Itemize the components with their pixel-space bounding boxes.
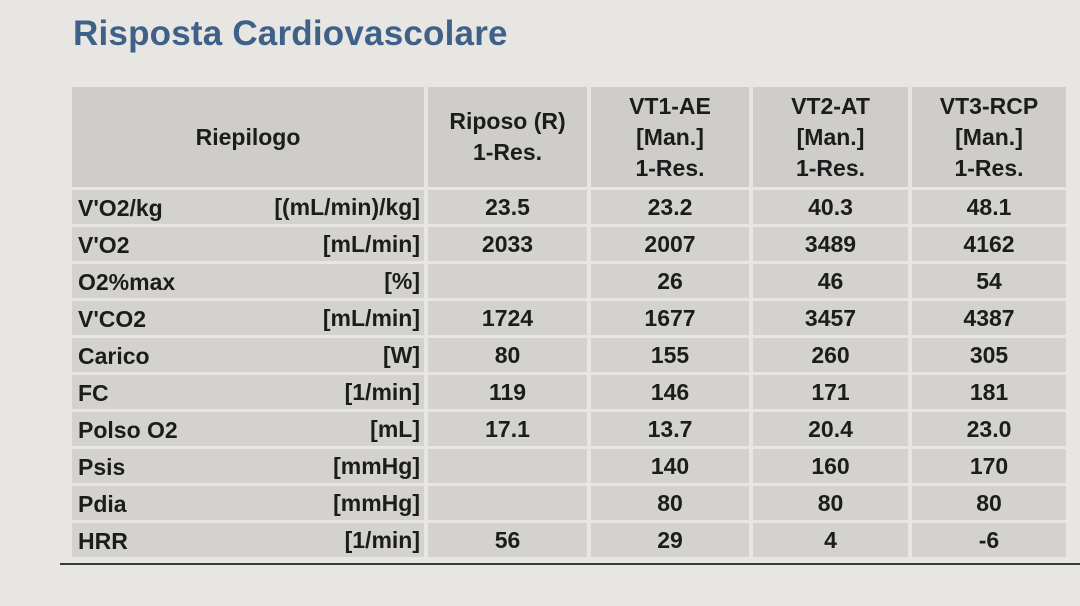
row-parameter-name: HRR — [78, 528, 128, 554]
value-cell: 4162 — [912, 227, 1066, 261]
row-unit: [mmHg] — [333, 453, 420, 479]
value-cell: 146 — [591, 375, 749, 409]
row-label-cell: Pdia [mmHg] — [72, 486, 424, 520]
value-cell: 13.7 — [591, 412, 749, 446]
row-label-cell: O2%max [%] — [72, 264, 424, 298]
header-vt3-label: VT3-RCP [Man.] 1-Res. — [939, 92, 1039, 181]
row-unit: [mL/min] — [322, 305, 420, 331]
value-cell: 80 — [428, 338, 587, 372]
row-unit: [%] — [384, 268, 420, 294]
row-parameter-name: FC — [78, 380, 109, 406]
value-cell: -6 — [912, 523, 1066, 557]
row-label-cell: FC [1/min] — [72, 375, 424, 409]
row-label-cell: Carico [W] — [72, 338, 424, 372]
table-row: Psis [mmHg] 140 160 170 — [72, 449, 1066, 483]
row-parameter-name: V'CO2 — [78, 306, 147, 332]
row-parameter-name: Psis — [78, 454, 126, 480]
value-cell: 3457 — [753, 301, 908, 335]
row-label-cell: HRR [1/min] — [72, 523, 424, 557]
row-parameter-name: Pdia — [78, 491, 127, 517]
table-row: Polso O2 [mL] 17.1 13.7 20.4 23.0 — [72, 412, 1066, 446]
section-title: Risposta Cardiovascolare — [73, 14, 508, 53]
value-cell: 119 — [428, 375, 587, 409]
table-row: V'CO2 [mL/min] 1724 1677 3457 4387 — [72, 301, 1066, 335]
row-parameter-name: V'O2/kg — [78, 195, 163, 221]
value-cell: 155 — [591, 338, 749, 372]
value-cell: 260 — [753, 338, 908, 372]
value-cell: 23.0 — [912, 412, 1066, 446]
row-parameter-name: Polso O2 — [78, 417, 178, 443]
value-cell: 23.2 — [591, 190, 749, 224]
value-cell: 29 — [591, 523, 749, 557]
row-label-cell: Psis [mmHg] — [72, 449, 424, 483]
table-row: V'O2/kg [(mL/min)/kg] 23.5 23.2 40.3 48.1 — [72, 190, 1066, 224]
value-cell: 1724 — [428, 301, 587, 335]
row-unit: [mmHg] — [333, 490, 420, 516]
row-parameter-name: V'O2 — [78, 232, 130, 258]
row-unit: [1/min] — [344, 527, 420, 553]
value-cell: 26 — [591, 264, 749, 298]
header-vt1: VT1-AE [Man.] 1-Res. — [591, 87, 749, 187]
value-cell — [428, 449, 587, 483]
header-rest: Riposo (R) 1-Res. — [428, 87, 587, 187]
header-vt3: VT3-RCP [Man.] 1-Res. — [912, 87, 1066, 187]
value-cell: 2033 — [428, 227, 587, 261]
row-label-cell: V'CO2 [mL/min] — [72, 301, 424, 335]
value-cell: 171 — [753, 375, 908, 409]
value-cell: 80 — [753, 486, 908, 520]
table-row: Pdia [mmHg] 80 80 80 — [72, 486, 1066, 520]
header-rest-label: Riposo (R) 1-Res. — [449, 108, 566, 165]
value-cell: 54 — [912, 264, 1066, 298]
table-row: V'O2 [mL/min] 2033 2007 3489 4162 — [72, 227, 1066, 261]
value-cell: 56 — [428, 523, 587, 557]
value-cell — [428, 264, 587, 298]
table-row: Carico [W] 80 155 260 305 — [72, 338, 1066, 372]
row-unit: [mL/min] — [322, 231, 420, 257]
value-cell: 160 — [753, 449, 908, 483]
row-label-cell: V'O2/kg [(mL/min)/kg] — [72, 190, 424, 224]
value-cell: 46 — [753, 264, 908, 298]
row-unit: [mL] — [370, 416, 420, 442]
header-vt1-label: VT1-AE [Man.] 1-Res. — [629, 92, 711, 181]
value-cell: 20.4 — [753, 412, 908, 446]
value-cell: 1677 — [591, 301, 749, 335]
value-cell — [428, 486, 587, 520]
header-summary: Riepilogo — [72, 87, 424, 187]
table-bottom-rule — [60, 563, 1080, 565]
row-unit: [(mL/min)/kg] — [274, 194, 420, 220]
cardiovascular-summary-table: Riepilogo Riposo (R) 1-Res. VT1-AE [Man.… — [68, 84, 1070, 560]
header-vt2-label: VT2-AT [Man.] 1-Res. — [791, 92, 870, 181]
table-row: FC [1/min] 119 146 171 181 — [72, 375, 1066, 409]
value-cell: 181 — [912, 375, 1066, 409]
value-cell: 3489 — [753, 227, 908, 261]
value-cell: 40.3 — [753, 190, 908, 224]
header-vt2: VT2-AT [Man.] 1-Res. — [753, 87, 908, 187]
value-cell: 48.1 — [912, 190, 1066, 224]
row-parameter-name: Carico — [78, 343, 150, 369]
table-row: HRR [1/min] 56 29 4 -6 — [72, 523, 1066, 557]
value-cell: 4387 — [912, 301, 1066, 335]
value-cell: 305 — [912, 338, 1066, 372]
value-cell: 23.5 — [428, 190, 587, 224]
row-unit: [W] — [382, 342, 420, 368]
row-unit: [1/min] — [344, 379, 420, 405]
value-cell: 17.1 — [428, 412, 587, 446]
value-cell: 80 — [912, 486, 1066, 520]
table-row: O2%max [%] 26 46 54 — [72, 264, 1066, 298]
row-label-cell: V'O2 [mL/min] — [72, 227, 424, 261]
row-label-cell: Polso O2 [mL] — [72, 412, 424, 446]
value-cell: 170 — [912, 449, 1066, 483]
value-cell: 140 — [591, 449, 749, 483]
value-cell: 80 — [591, 486, 749, 520]
value-cell: 4 — [753, 523, 908, 557]
value-cell: 2007 — [591, 227, 749, 261]
table-body: V'O2/kg [(mL/min)/kg] 23.5 23.2 40.3 48.1 V'O2… — [72, 190, 1066, 557]
header-row: Riepilogo Riposo (R) 1-Res. VT1-AE [Man.… — [72, 87, 1066, 187]
row-parameter-name: O2%max — [78, 269, 176, 295]
